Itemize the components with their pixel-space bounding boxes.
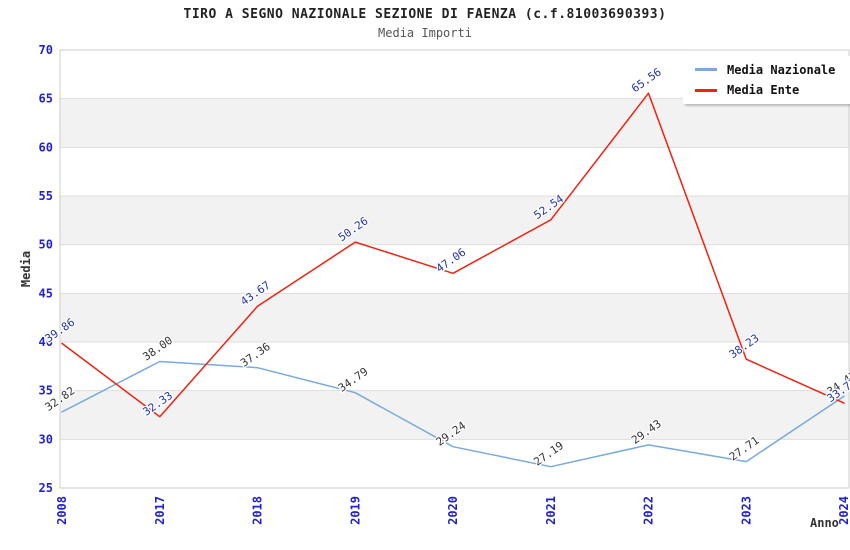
x-tick-label: 2019: [348, 496, 362, 525]
x-axis-title: Anno: [810, 516, 839, 530]
y-tick-label: 35: [39, 384, 53, 398]
series-line-media-nazionale: [61, 360, 845, 468]
legend-item-media-nazionale: Media Nazionale: [695, 63, 850, 77]
x-tick-label: 2008: [55, 496, 69, 525]
y-tick-label: 65: [39, 92, 53, 106]
y-tick-label: 50: [39, 238, 53, 252]
series-line-media-ente: [61, 92, 845, 418]
data-label: 37.36: [238, 340, 273, 370]
data-label: 65.56: [629, 66, 664, 96]
legend-label-media-nazionale: Media Nazionale: [727, 62, 836, 77]
band: [60, 390, 849, 440]
y-tick-label: 60: [39, 140, 53, 154]
y-tick-label: 55: [39, 189, 53, 203]
data-label: 47.06: [434, 246, 469, 276]
band: [60, 293, 849, 342]
legend-line-swatch-red: [695, 88, 717, 92]
plot-border: [59, 49, 850, 489]
y-tick-label: 40: [39, 335, 53, 349]
y-axis-title: Media: [19, 250, 33, 288]
x-tick-label: 2021: [544, 496, 558, 525]
legend-label-media-ente: Media Ente: [727, 83, 800, 98]
legend-line-swatch-blue: [695, 68, 717, 72]
legend: Media Nazionale Media Ente: [683, 56, 850, 104]
x-tick-label: 2020: [446, 496, 460, 525]
legend-item-media-ente: Media Ente: [695, 83, 850, 97]
y-tick-label: 70: [39, 43, 53, 57]
band: [60, 98, 849, 148]
band: [60, 196, 849, 245]
x-tick-label: 2022: [642, 496, 656, 525]
chart-title: TIRO A SEGNO NAZIONALE SEZIONE DI FAENZA…: [183, 7, 667, 22]
x-tick-label: 2023: [739, 496, 753, 525]
y-tick-label: 25: [39, 481, 53, 495]
y-tick-label: 45: [39, 286, 53, 300]
y-tick-label: 30: [39, 432, 53, 446]
x-tick-label: 2017: [153, 496, 167, 525]
x-tick-label: 2024: [837, 496, 850, 525]
chart-subtitle: Media Importi: [378, 26, 472, 40]
x-tick-label: 2018: [251, 496, 265, 525]
